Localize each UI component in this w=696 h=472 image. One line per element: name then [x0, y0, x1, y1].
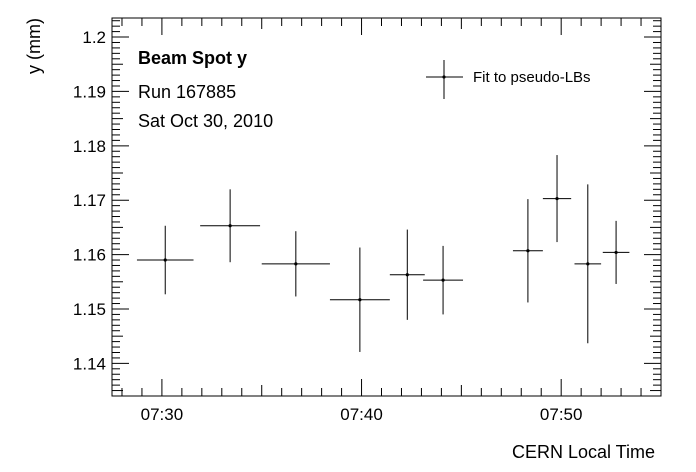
point-marker [163, 258, 167, 262]
annotation-date: Sat Oct 30, 2010 [138, 111, 273, 131]
plot-frame [111, 17, 662, 397]
data-point [602, 220, 630, 284]
y-tick-label: 1.17 [73, 191, 106, 210]
legend-label: Fit to pseudo-LBs [473, 69, 591, 86]
data-point [542, 155, 572, 243]
point-marker [555, 196, 559, 201]
data-point [200, 189, 261, 263]
point-marker [294, 262, 298, 266]
point-marker [441, 278, 445, 282]
x-axis-title: CERN Local Time [512, 442, 655, 462]
data-point [136, 225, 194, 295]
data-point [512, 199, 543, 303]
y-tick-label: 1.16 [73, 246, 106, 265]
data-point [423, 245, 464, 315]
y-tick-label: 1.15 [73, 300, 106, 319]
y-axis-title: y (mm) [24, 18, 44, 74]
point-marker [614, 250, 618, 255]
y-tick-label: 1.18 [73, 137, 106, 156]
legend: Fit to pseudo-LBs [426, 60, 591, 99]
x-axis-ticks: 07:30 07:40 07:50 [121, 18, 662, 424]
data-point [329, 247, 390, 352]
point-marker [228, 224, 232, 228]
y-tick-label: 1.2 [82, 28, 106, 47]
y-tick-label: 1.19 [73, 82, 106, 101]
point-marker [358, 298, 362, 302]
annotation-title: Beam Spot y [138, 48, 247, 68]
data-point [574, 184, 602, 344]
x-tick-label: 07:50 [540, 405, 583, 424]
point-marker [405, 273, 409, 277]
data-point [389, 229, 425, 320]
data-point [261, 231, 330, 297]
x-tick-label: 07:40 [340, 405, 383, 424]
annotation-run: Run 167885 [138, 82, 236, 102]
point-marker [586, 262, 590, 266]
y-tick-label: 1.14 [73, 354, 106, 373]
legend-marker-dot [442, 75, 446, 79]
x-tick-label: 07:30 [141, 405, 184, 424]
y-axis-ticks: 1.14 1.15 1.16 1.17 1.18 1.19 1.2 [73, 20, 661, 392]
data-points [136, 155, 630, 352]
point-marker [526, 249, 530, 253]
